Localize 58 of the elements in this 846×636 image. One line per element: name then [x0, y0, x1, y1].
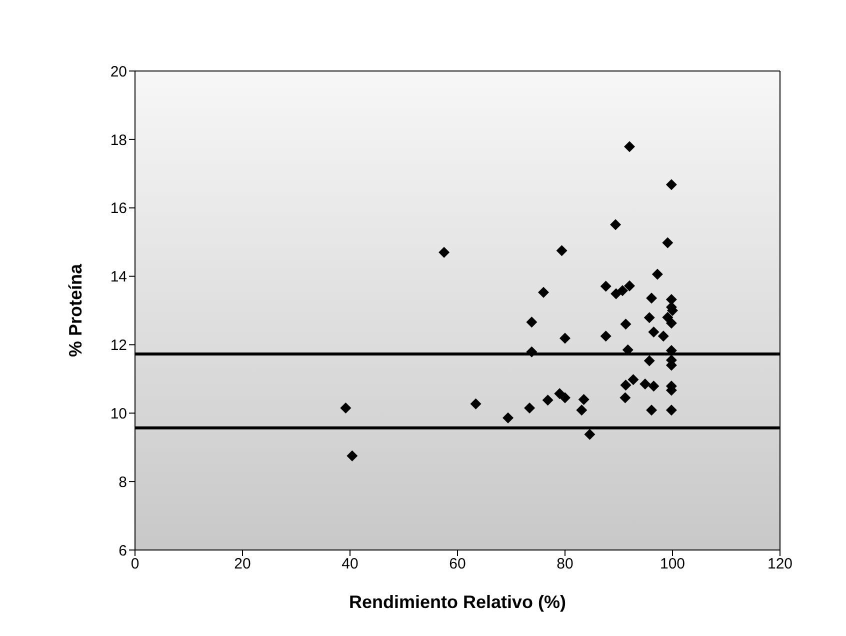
y-axis-title: % Proteína [65, 263, 86, 358]
y-tick-label: 20 [110, 63, 127, 80]
point [538, 286, 549, 298]
point [648, 380, 660, 392]
x-tick-label: 20 [234, 556, 251, 573]
point [556, 245, 568, 256]
point [438, 246, 450, 258]
point [648, 326, 660, 338]
y-tick-label: 12 [110, 337, 127, 354]
point [624, 141, 635, 152]
point [617, 285, 628, 296]
point [640, 378, 651, 390]
point [346, 450, 358, 462]
point [666, 318, 677, 329]
y-tick-label: 16 [110, 200, 127, 218]
y-tick-label: 14 [110, 268, 127, 286]
point [620, 380, 632, 391]
y-tick-label: 8 [118, 474, 127, 491]
point [578, 394, 590, 405]
point [620, 318, 632, 330]
point [600, 280, 612, 292]
point [652, 268, 663, 280]
y-tick-label: 18 [110, 132, 127, 149]
point [526, 346, 538, 358]
point [620, 392, 631, 404]
point [560, 392, 570, 404]
x-tick-label: 120 [767, 556, 793, 573]
point [662, 237, 674, 248]
point [646, 404, 658, 416]
point [644, 312, 655, 324]
point [560, 332, 570, 344]
point [542, 394, 554, 406]
point [628, 374, 639, 386]
y-tick-label: 6 [118, 542, 127, 560]
point [610, 288, 622, 300]
point [666, 179, 677, 190]
point [524, 402, 536, 414]
point [610, 219, 622, 230]
point [470, 398, 482, 410]
x-tick-label: 80 [556, 556, 574, 573]
point [644, 355, 655, 366]
point [502, 412, 514, 424]
point [624, 280, 635, 292]
x-tick-label: 60 [449, 556, 466, 573]
x-axis-title: Rendimiento Relativo (%) [348, 592, 566, 612]
point [658, 330, 669, 342]
point [340, 402, 352, 414]
point [666, 404, 677, 416]
x-tick-label: 100 [660, 556, 686, 573]
x-tick-label: 0 [130, 556, 140, 573]
point [662, 312, 674, 323]
point [526, 316, 538, 328]
point [600, 330, 612, 342]
y-tick-label: 10 [110, 405, 127, 422]
point [584, 428, 596, 440]
point [646, 292, 658, 304]
point [576, 404, 588, 416]
x-tick-label: 40 [342, 556, 358, 573]
